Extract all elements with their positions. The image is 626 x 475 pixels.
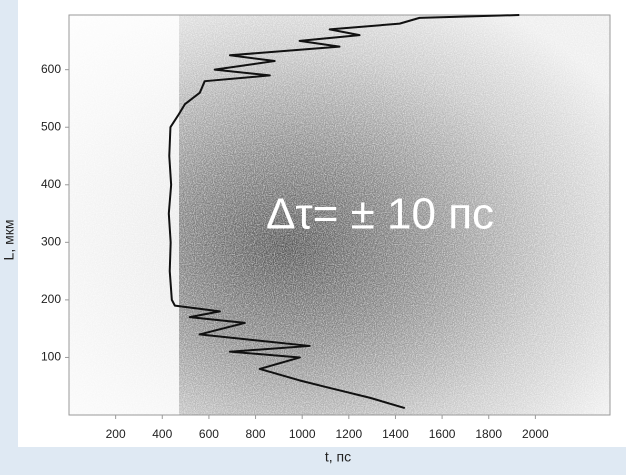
y-axis-label: L, мкм xyxy=(1,220,17,261)
x-tick-label: 1000 xyxy=(289,427,316,441)
boundary-line xyxy=(167,14,520,410)
x-tick-label: 1400 xyxy=(382,427,409,441)
plot-frame xyxy=(68,14,611,416)
y-tick-label: 200 xyxy=(41,292,61,306)
x-tick-label: 1200 xyxy=(335,427,362,441)
x-tick-label: 1600 xyxy=(429,427,456,441)
x-tick-label: 600 xyxy=(199,427,219,441)
y-tick-label: 600 xyxy=(41,62,61,76)
y-tick-label: 500 xyxy=(41,119,61,133)
y-tick-label: 300 xyxy=(41,235,61,249)
x-tick-label: 2000 xyxy=(522,427,549,441)
x-axis-label: t, пс xyxy=(325,449,351,465)
density xyxy=(69,15,610,415)
density-fade xyxy=(69,15,179,415)
annotation: Δτ= ± 10 пс xyxy=(266,190,494,239)
x-tick-label: 200 xyxy=(106,427,126,441)
y-tick-label: 100 xyxy=(41,350,61,364)
x-tick-label: 800 xyxy=(246,427,266,441)
y-tick-label: 400 xyxy=(41,177,61,191)
x-tick-label: 1800 xyxy=(475,427,502,441)
x-tick-label: 400 xyxy=(152,427,172,441)
